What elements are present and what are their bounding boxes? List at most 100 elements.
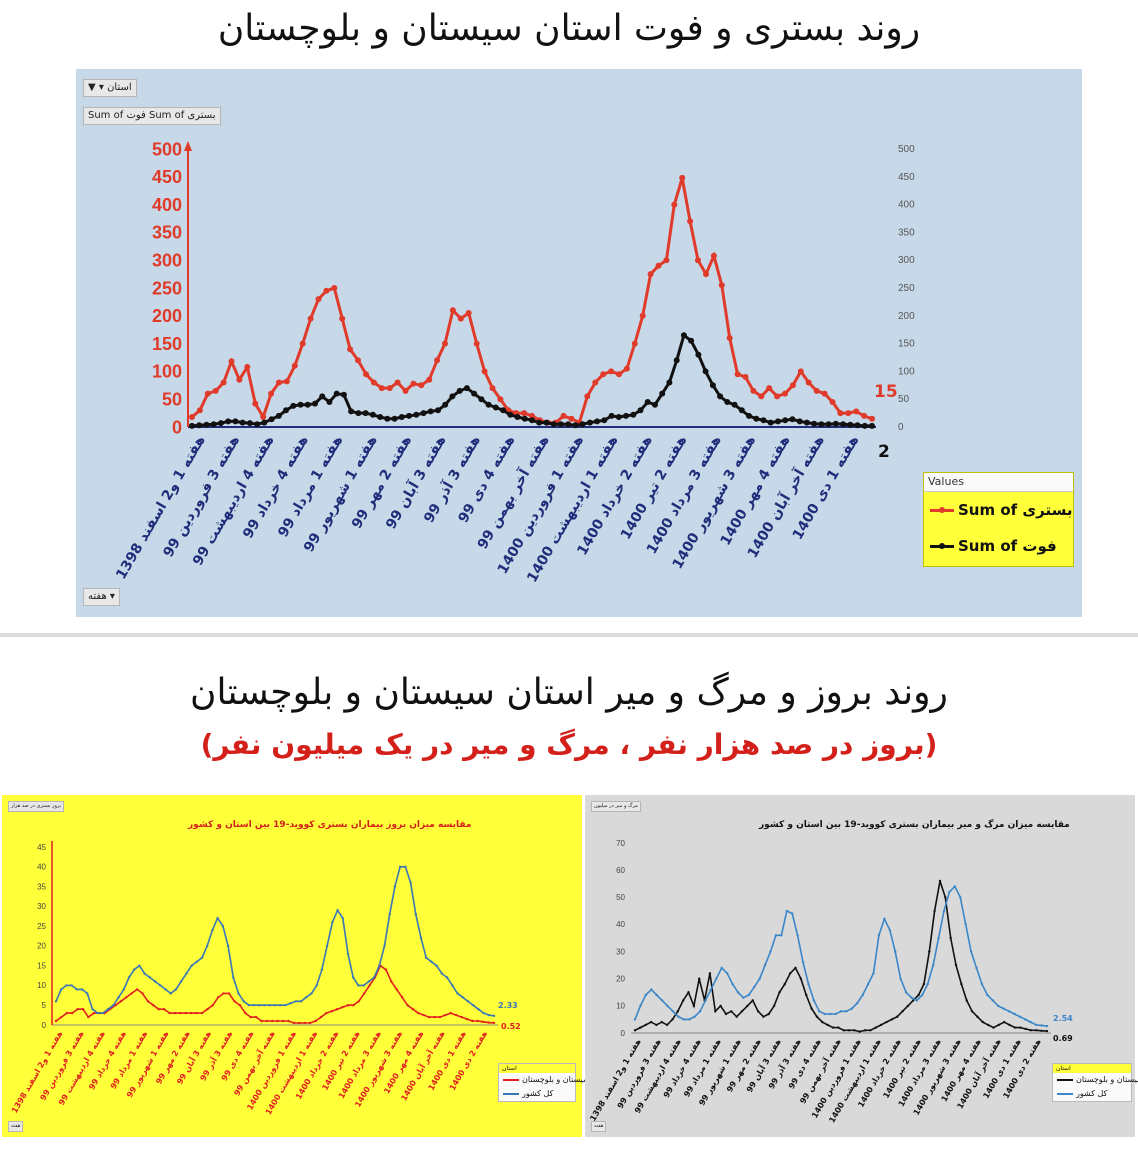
right-series-1-point [704, 999, 707, 1002]
right-series-0-point [660, 1020, 663, 1024]
right-series-1-point [964, 923, 967, 926]
right-series-1-point [948, 890, 951, 894]
axis-chip[interactable]: هفته ▾ [83, 588, 120, 606]
left-series-1-point [310, 992, 313, 995]
left-series-1-point [383, 944, 386, 948]
main-y-tick-label: 400 [152, 195, 182, 215]
right-series-1-point [969, 950, 973, 953]
values-chip[interactable]: Sum of فوت Sum of بستری [83, 107, 221, 125]
left-series-1-point [289, 1002, 292, 1005]
right-legend-swatch-blue [1057, 1092, 1073, 1095]
left-series-1-point [174, 988, 178, 991]
main-series-1-point [818, 421, 825, 428]
main-series-0-point [307, 315, 314, 322]
main-series-0-point [782, 390, 788, 397]
right-series-0-point [970, 1010, 974, 1013]
left-series-1-point [331, 921, 334, 924]
main-series-1-point [333, 390, 340, 397]
main-series-1-point [789, 416, 796, 423]
right-series-0-point [981, 1020, 984, 1024]
right-y-tick-label: 0 [621, 1029, 626, 1038]
right-legend-item-province[interactable]: سیستان و بلوچستان [1053, 1073, 1138, 1087]
right-series-1-point [861, 993, 864, 997]
right-series-1-point [834, 1012, 837, 1016]
left-series-1-point [247, 1004, 251, 1007]
left-series-0-point [222, 992, 225, 995]
main-series-0-point [695, 257, 701, 264]
left-series-0-point [363, 992, 366, 995]
right-series-1-point [937, 936, 940, 940]
right-series-0-point [847, 1029, 851, 1032]
right-legend-item-country[interactable]: کل کشور [1053, 1087, 1131, 1101]
main-series-1-point [536, 419, 543, 426]
right-series-0-point [858, 1030, 861, 1033]
right-series-0-point [853, 1029, 856, 1032]
left-series-1-point [216, 917, 219, 920]
main-series-0-point [323, 287, 330, 294]
main-series-1-point [232, 418, 239, 425]
left-series-1-point [451, 984, 454, 987]
main-series-1-point [478, 396, 485, 403]
main-series-0-point [845, 410, 852, 417]
right-series-0-point [730, 1010, 733, 1013]
right-series-0-point [756, 1010, 760, 1013]
right-series-0-point [842, 1029, 845, 1032]
left-series-0-point [249, 1015, 252, 1019]
right-series-0-point [992, 1026, 995, 1029]
main-series-0-point [481, 368, 488, 375]
right-series-1-point [796, 934, 799, 937]
right-series-1-point [709, 988, 713, 991]
right-series-0-point [1029, 1029, 1033, 1032]
right-series-0-point [762, 1015, 765, 1018]
right-end-label-bottom: 0.69 [1053, 1034, 1073, 1043]
left-series-0-point [330, 1010, 333, 1013]
main-series-1-point [319, 393, 326, 400]
main-series-0-point [418, 382, 425, 389]
left-legend-item-country[interactable]: کل کشور [499, 1087, 575, 1101]
right-chart-panel: مرگ و میر در میلیون مقایسه میزان مرگ و م… [585, 795, 1138, 1137]
left-series-0-point [476, 1019, 479, 1023]
filter-chip[interactable]: ▼ ▾ استان [83, 79, 137, 97]
left-series-0-point [119, 1000, 123, 1003]
main-series-0-point [639, 312, 646, 319]
right-y-tick-label: 20 [616, 975, 625, 984]
chevron-down-icon: ▾ [109, 591, 115, 602]
main-series-1-point [449, 393, 456, 400]
left-series-1-point [148, 976, 152, 979]
legend-item-deaths[interactable]: Sum of فوت [930, 535, 1057, 557]
left-axis-chip[interactable]: هفته [8, 1121, 24, 1132]
left-chart-chip[interactable]: بروز بستری در صد هزار [8, 801, 65, 812]
left-legend-item-province[interactable]: سیستان و بلوچستان [499, 1073, 590, 1087]
right-series-0-point [986, 1023, 990, 1027]
right-chart-chip[interactable]: مرگ و میر در میلیون [591, 801, 641, 812]
legend-item-hospitalized[interactable]: Sum of بستری [930, 499, 1073, 521]
right-series-1-point [1007, 1010, 1011, 1013]
main-series-0-point [189, 414, 195, 420]
main-y-tick-label: 0 [172, 417, 182, 437]
left-series-1-point [279, 1004, 282, 1007]
left-series-1-point [96, 1011, 99, 1015]
legend-swatch-black [930, 543, 954, 549]
left-series-1-point [299, 1000, 303, 1003]
main-series-1-point [507, 411, 514, 418]
right-axis-chip[interactable]: هفته [591, 1121, 607, 1132]
main-series-0-point [276, 379, 282, 386]
main-series-1-point [738, 407, 745, 414]
right-series-0-point [1040, 1029, 1043, 1032]
legend-swatch-red [930, 507, 954, 513]
main-series-0-point [370, 379, 377, 386]
right-series-0-point [724, 1012, 728, 1016]
right-series-1-point [910, 996, 913, 999]
left-series-0-point [162, 1008, 166, 1011]
main-series-1-point [579, 421, 586, 428]
right-series-1-point [839, 1010, 843, 1013]
left-series-line-0 [55, 964, 495, 1024]
right-series-1-point [780, 934, 783, 937]
right-series-0-point [644, 1023, 647, 1027]
main-series-0-point [457, 315, 464, 322]
left-series-1-point [320, 968, 324, 971]
left-series-0-point [76, 1008, 79, 1011]
main-series-1-point [435, 407, 441, 414]
left-series-0-point [357, 1000, 360, 1003]
